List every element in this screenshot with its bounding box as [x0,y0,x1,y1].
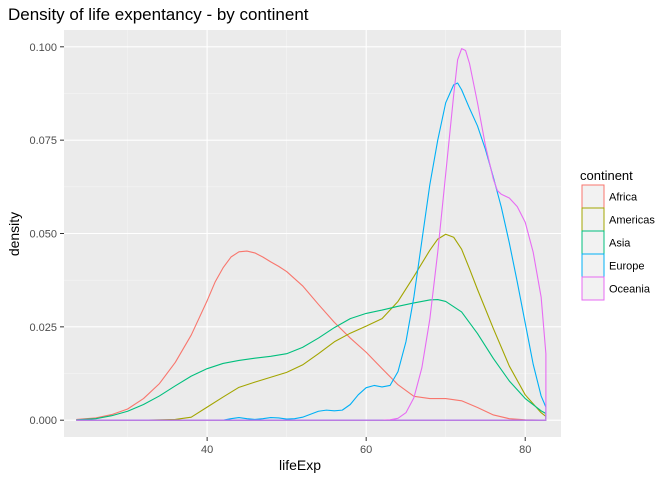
legend: continent Africa Americas Asia Europe Oceani… [580,168,655,301]
legend-label-oceania: Oceania [609,284,651,296]
legend-items: Africa Americas Asia Europe Oceania [581,184,655,301]
legend-label-asia: Asia [609,238,631,250]
y-tick-label: 0.050 [29,229,57,241]
x-tick-label: 40 [201,444,213,456]
x-axis-title: lifeExp [279,457,321,473]
chart-title: Density of life expentancy - by continen… [8,5,309,24]
series-europe [76,82,547,421]
series-americas [76,233,547,421]
x-tick-label: 60 [360,444,372,456]
y-tick-labels: 0.000 0.025 0.050 0.075 0.100 [29,42,57,427]
legend-label-europe: Europe [609,261,644,273]
y-axis-title: density [6,212,22,256]
legend-label-africa: Africa [609,192,638,204]
y-tick-label: 0.025 [29,322,57,334]
y-tick-label: 0.000 [29,415,57,427]
legend-key-americas [581,207,605,232]
series-africa [76,250,547,421]
legend-key-asia [581,230,605,255]
y-tick-label: 0.075 [29,135,57,147]
x-tick-labels: 40 60 80 [201,444,531,456]
x-tick-label: 80 [519,444,531,456]
y-tick-label: 0.100 [29,42,57,54]
series-oceania [76,48,547,421]
axis-ticks [60,46,526,441]
legend-key-africa [581,184,605,209]
legend-label-americas: Americas [609,215,655,227]
series-asia [76,299,547,421]
series-layer [76,48,547,421]
legend-key-europe [581,253,605,278]
legend-key-oceania [581,276,605,301]
legend-title: continent [580,168,633,183]
